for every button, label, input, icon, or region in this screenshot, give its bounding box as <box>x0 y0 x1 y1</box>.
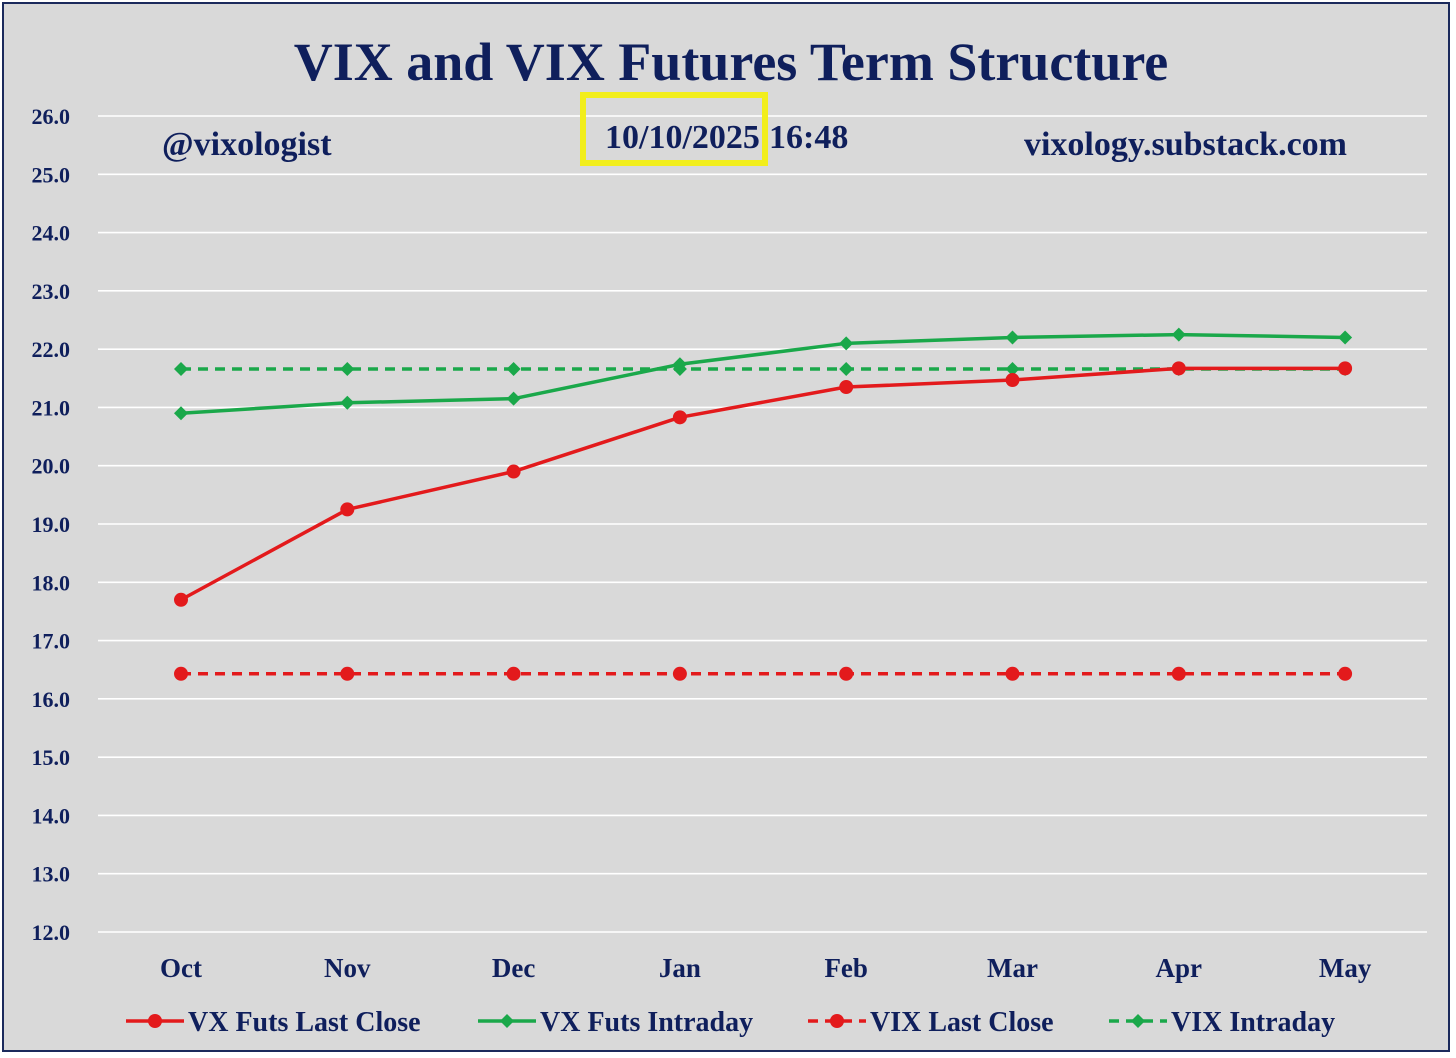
data-point <box>340 502 355 517</box>
y-tick-label: 15.0 <box>32 745 71 770</box>
legend-swatch-marker <box>500 1014 514 1028</box>
data-point <box>672 357 687 372</box>
data-point <box>1338 330 1353 345</box>
legend: VX Futs Last Close VX Futs Intraday VIX La… <box>126 1007 1335 1038</box>
data-point <box>506 464 521 479</box>
data-point <box>1005 373 1020 388</box>
y-tick-label: 14.0 <box>32 803 71 828</box>
y-tick-label: 19.0 <box>32 512 71 537</box>
data-point <box>839 380 854 395</box>
data-point <box>174 666 188 681</box>
x-tick-label: Jan <box>659 953 701 983</box>
x-tick-label: Apr <box>1156 953 1203 983</box>
website-annotation: vixology.substack.com <box>1024 126 1347 163</box>
data-point <box>1338 666 1353 681</box>
y-tick-label: 18.0 <box>32 570 71 595</box>
y-tick-label: 24.0 <box>32 221 71 246</box>
series-vx-futs-intraday <box>174 327 1353 421</box>
data-point <box>1338 361 1353 376</box>
y-tick-label: 13.0 <box>32 862 71 887</box>
data-point <box>506 391 521 406</box>
y-tick-label: 21.0 <box>32 395 71 420</box>
series-line-vx-futs-last-close <box>180 366 1346 602</box>
data-point <box>506 361 521 376</box>
series-line-vx-futs-intraday <box>180 332 1346 416</box>
data-point <box>506 666 521 681</box>
x-tick-label: Mar <box>987 953 1038 983</box>
legend-label: VX Futs Intraday <box>540 1007 753 1038</box>
x-tick-label: Nov <box>324 953 371 983</box>
term-structure-chart: 26.0 25.0 24.0 23.0 22.0 21.0 20.0 19.0 18.0 17.0… <box>32 32 1427 1038</box>
y-tick-label: 26.0 <box>32 104 71 129</box>
date-annotation: 10/10/2025 <box>605 119 760 156</box>
data-point <box>340 666 355 681</box>
chart-title: VIX and VIX Futures Term Structure <box>294 32 1169 92</box>
series-vx-futs-last-close <box>174 361 1353 607</box>
y-tick-label: 22.0 <box>32 337 71 362</box>
legend-label: VIX Intraday <box>1171 1007 1335 1038</box>
data-point <box>174 361 188 376</box>
data-point <box>672 410 687 425</box>
series-layer <box>174 327 1353 681</box>
data-point <box>1171 361 1186 376</box>
data-point <box>1005 330 1020 345</box>
legend-label: VIX Last Close <box>870 1007 1054 1038</box>
data-point <box>839 666 854 681</box>
data-point <box>839 336 854 351</box>
y-axis-ticks: 26.0 25.0 24.0 23.0 22.0 21.0 20.0 19.0 18.0 17.0… <box>32 104 71 945</box>
date-highlight-box <box>580 92 768 166</box>
handle-annotation: @vixologist <box>162 126 332 163</box>
data-point <box>672 666 687 681</box>
data-point <box>1005 361 1020 376</box>
series-vix-last-close <box>174 666 1353 681</box>
legend-item-vx-futs-last-close: VX Futs Last Close <box>126 1007 421 1038</box>
data-point <box>340 361 355 376</box>
legend-swatch-marker <box>1131 1014 1145 1028</box>
y-tick-label: 17.0 <box>32 629 71 654</box>
x-tick-label: May <box>1319 953 1372 983</box>
data-point <box>1005 666 1020 681</box>
y-tick-label: 16.0 <box>32 687 71 712</box>
legend-item-vx-futs-intraday: VX Futs Intraday <box>478 1007 753 1038</box>
data-point <box>174 406 188 421</box>
x-axis-ticks: Oct Nov Dec Jan Feb Mar Apr May <box>160 953 1372 983</box>
x-tick-label: Oct <box>160 953 202 983</box>
x-tick-label: Dec <box>492 953 535 983</box>
gridlines <box>98 115 1427 933</box>
legend-swatch-marker <box>830 1014 844 1028</box>
data-point <box>340 395 355 410</box>
data-point <box>839 361 854 376</box>
y-tick-label: 12.0 <box>32 920 71 945</box>
y-tick-label: 25.0 <box>32 162 71 187</box>
data-point <box>1171 327 1186 342</box>
legend-item-vix-intraday: VIX Intraday <box>1109 1007 1335 1038</box>
data-point <box>1171 666 1186 681</box>
y-tick-label: 23.0 <box>32 279 71 304</box>
legend-swatch-marker <box>148 1014 162 1028</box>
y-tick-label: 20.0 <box>32 454 71 479</box>
data-point <box>174 592 188 607</box>
legend-item-vix-last-close: VIX Last Close <box>808 1007 1054 1038</box>
time-annotation: 16:48 <box>769 119 848 156</box>
legend-label: VX Futs Last Close <box>188 1007 421 1038</box>
x-tick-label: Feb <box>824 953 868 983</box>
